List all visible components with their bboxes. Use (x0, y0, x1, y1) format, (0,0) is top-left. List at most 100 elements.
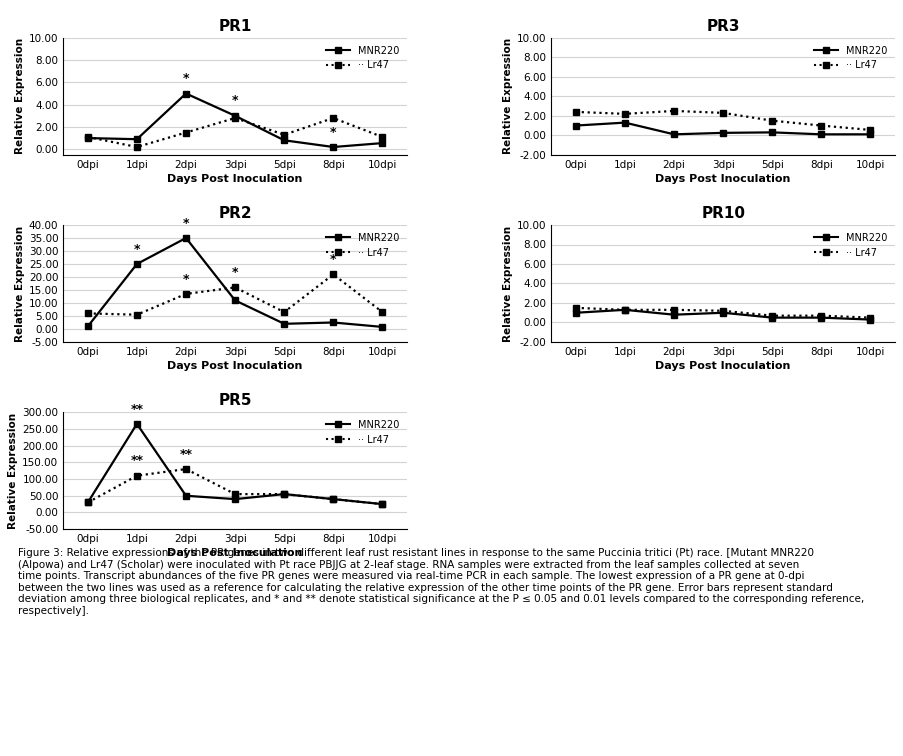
·· Lr47 (229, 283, 240, 292)
Line: ·· Lr47: ·· Lr47 (572, 305, 873, 321)
Line: ·· Lr47: ·· Lr47 (572, 107, 873, 133)
Y-axis label: Relative Expression: Relative Expression (502, 39, 512, 154)
·· Lr47 (570, 107, 581, 116)
Line: MNR220: MNR220 (84, 420, 386, 507)
·· Lr47 (717, 108, 728, 117)
MNR220 (278, 490, 289, 499)
Y-axis label: Relative Expression: Relative Expression (14, 39, 24, 154)
·· Lr47 (229, 490, 240, 499)
·· Lr47 (278, 490, 289, 499)
·· Lr47 (717, 306, 728, 315)
Line: MNR220: MNR220 (572, 306, 873, 323)
Legend: MNR220, ·· Lr47: MNR220, ·· Lr47 (322, 230, 402, 261)
·· Lr47 (864, 125, 875, 135)
MNR220 (815, 130, 826, 139)
·· Lr47 (766, 116, 777, 125)
Line: ·· Lr47: ·· Lr47 (84, 115, 386, 150)
Legend: MNR220, ·· Lr47: MNR220, ·· Lr47 (810, 42, 889, 73)
·· Lr47 (229, 113, 240, 122)
·· Lr47 (131, 471, 142, 480)
MNR220 (278, 319, 289, 328)
MNR220 (815, 313, 826, 322)
·· Lr47 (181, 128, 191, 137)
·· Lr47 (328, 270, 339, 279)
Title: PR3: PR3 (705, 19, 739, 34)
MNR220 (668, 310, 679, 319)
MNR220 (864, 315, 875, 324)
·· Lr47 (668, 107, 679, 116)
MNR220 (229, 111, 240, 120)
·· Lr47 (181, 464, 191, 473)
·· Lr47 (668, 305, 679, 314)
Legend: MNR220, ·· Lr47: MNR220, ·· Lr47 (322, 417, 402, 448)
MNR220 (766, 313, 777, 322)
·· Lr47 (619, 305, 629, 314)
MNR220 (668, 130, 679, 139)
Y-axis label: Relative Expression: Relative Expression (8, 413, 18, 528)
Text: *: * (182, 217, 189, 230)
Y-axis label: Relative Expression: Relative Expression (502, 225, 512, 342)
Line: MNR220: MNR220 (84, 90, 386, 150)
Text: **: ** (130, 402, 144, 416)
·· Lr47 (278, 130, 289, 139)
·· Lr47 (619, 110, 629, 119)
·· Lr47 (181, 290, 191, 299)
·· Lr47 (377, 500, 387, 509)
Text: *: * (182, 72, 189, 85)
Title: PR10: PR10 (701, 206, 744, 221)
MNR220 (328, 142, 339, 151)
·· Lr47 (570, 303, 581, 312)
MNR220 (229, 296, 240, 305)
MNR220 (717, 308, 728, 318)
Text: *: * (182, 273, 189, 286)
·· Lr47 (328, 113, 339, 122)
MNR220 (229, 494, 240, 503)
X-axis label: Days Post Inoculation: Days Post Inoculation (655, 174, 790, 184)
·· Lr47 (131, 142, 142, 151)
·· Lr47 (815, 121, 826, 130)
MNR220 (864, 130, 875, 139)
MNR220 (619, 305, 629, 314)
Text: Figure 3: Relative expressions of the PR genes in two different leaf rust resist: Figure 3: Relative expressions of the PR… (18, 548, 863, 616)
MNR220 (278, 136, 289, 145)
X-axis label: Days Post Inoculation: Days Post Inoculation (655, 361, 790, 371)
Text: *: * (231, 94, 238, 107)
MNR220 (328, 494, 339, 503)
MNR220 (377, 138, 387, 147)
·· Lr47 (864, 313, 875, 322)
·· Lr47 (766, 311, 777, 321)
Y-axis label: Relative Expression: Relative Expression (14, 225, 24, 342)
Legend: MNR220, ·· Lr47: MNR220, ·· Lr47 (810, 230, 889, 261)
·· Lr47 (328, 494, 339, 503)
Text: *: * (330, 253, 336, 266)
MNR220 (377, 322, 387, 331)
·· Lr47 (131, 310, 142, 319)
Text: *: * (330, 125, 336, 138)
Line: ·· Lr47: ·· Lr47 (84, 466, 386, 507)
MNR220 (82, 322, 93, 331)
Title: PR5: PR5 (219, 393, 252, 408)
MNR220 (181, 89, 191, 98)
MNR220 (181, 491, 191, 500)
Text: *: * (231, 266, 238, 279)
·· Lr47 (82, 309, 93, 318)
MNR220 (717, 129, 728, 138)
·· Lr47 (377, 308, 387, 317)
Legend: MNR220, ·· Lr47: MNR220, ·· Lr47 (322, 42, 402, 73)
MNR220 (181, 234, 191, 243)
Text: **: ** (130, 454, 144, 467)
MNR220 (570, 121, 581, 130)
Title: PR2: PR2 (218, 206, 252, 221)
MNR220 (131, 135, 142, 144)
Title: PR1: PR1 (219, 19, 252, 34)
Line: MNR220: MNR220 (572, 119, 873, 138)
MNR220 (328, 318, 339, 327)
·· Lr47 (278, 308, 289, 317)
Line: MNR220: MNR220 (84, 234, 386, 330)
MNR220 (131, 259, 142, 268)
·· Lr47 (82, 498, 93, 507)
MNR220 (82, 134, 93, 143)
MNR220 (766, 128, 777, 137)
X-axis label: Days Post Inoculation: Days Post Inoculation (167, 174, 303, 184)
MNR220 (131, 420, 142, 429)
